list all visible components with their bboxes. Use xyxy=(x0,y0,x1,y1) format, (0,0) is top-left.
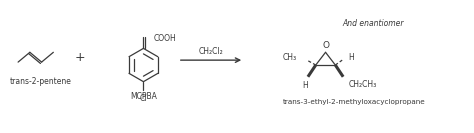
Text: H: H xyxy=(348,53,354,62)
Text: +: + xyxy=(74,51,85,64)
Text: trans-3-ethyl-2-methyloxacyclopropane: trans-3-ethyl-2-methyloxacyclopropane xyxy=(283,99,425,105)
Text: CH₃: CH₃ xyxy=(283,53,297,62)
Text: Cl: Cl xyxy=(140,94,147,103)
Text: H: H xyxy=(302,81,308,90)
Text: CH₂Cl₂: CH₂Cl₂ xyxy=(199,47,223,56)
Text: trans-2-pentene: trans-2-pentene xyxy=(9,77,72,86)
Text: And enantiomer: And enantiomer xyxy=(343,19,404,28)
Text: O: O xyxy=(322,41,329,50)
Text: MCPBA: MCPBA xyxy=(130,92,157,101)
Text: CH₂CH₃: CH₂CH₃ xyxy=(349,80,377,89)
Text: COOH: COOH xyxy=(153,34,176,43)
